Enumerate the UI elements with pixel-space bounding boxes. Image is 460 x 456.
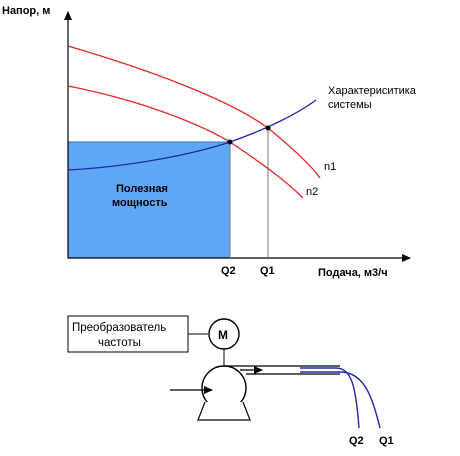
outflow-q2: [300, 367, 360, 429]
operating-point-q1: [265, 125, 271, 131]
system-curve-label-1: Характериситика: [328, 85, 417, 97]
curve-n1-label: n1: [324, 161, 336, 173]
y-axis-label: Напор, м: [2, 5, 50, 17]
frequency-converter-box: [67, 315, 189, 353]
pump-curve-n1: [67, 45, 321, 179]
outflow-q1-label: Q1: [379, 435, 394, 447]
x-tick-q2: Q2: [221, 265, 236, 277]
area-label-2: мощность: [112, 197, 168, 209]
x-axis-label: Подача, м3/ч: [318, 267, 388, 279]
converter-label-1: Преобразователь: [72, 322, 166, 334]
converter-label-2: частоты: [98, 337, 141, 349]
operating-point-q2: [227, 139, 233, 145]
pump-stand: [197, 401, 251, 421]
x-tick-q1: Q1: [260, 265, 275, 277]
head-flow-chart: Напор, м Подача, м3/ч Характериситика си…: [2, 5, 417, 279]
area-label-1: Полезная: [116, 183, 168, 195]
outflow-q1: [300, 371, 381, 429]
motor-label: M: [218, 328, 228, 342]
system-curve-label-2: системы: [328, 99, 372, 111]
pump-curve-n2: [67, 85, 304, 199]
curve-n2-label: n2: [306, 186, 318, 198]
outflow-q2-label: Q2: [349, 435, 364, 447]
system-curve: [67, 99, 317, 171]
pump-scheme: Преобразователь частоты M Q2 Q1: [67, 315, 394, 447]
